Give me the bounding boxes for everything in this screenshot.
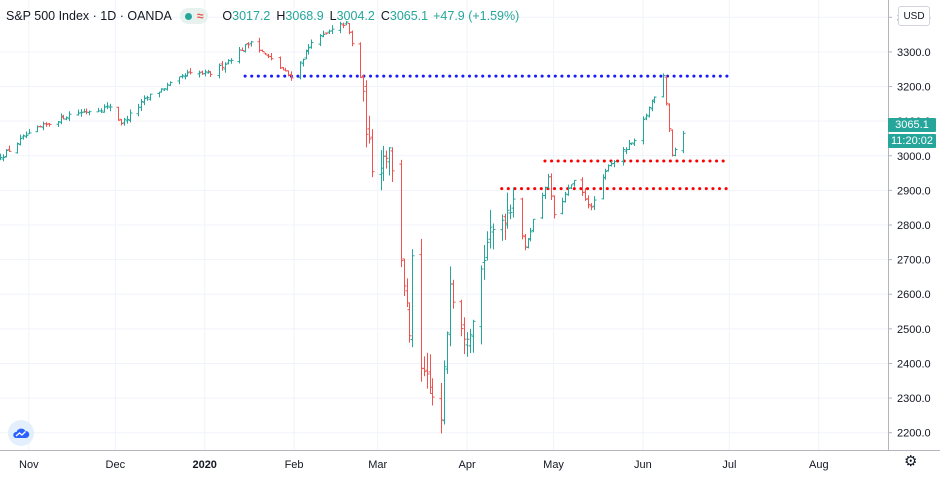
symbol-title[interactable]: S&P 500 Index · 1D · OANDA <box>6 9 172 23</box>
y-tick-label: 3200.0 <box>897 82 931 94</box>
x-tick-label: Jul <box>722 459 736 471</box>
x-tick-label: Jun <box>634 459 652 471</box>
y-tick-label: 2400.0 <box>897 358 931 370</box>
y-tick-label: 2800.0 <box>897 220 931 232</box>
low-value: 3004.2 <box>336 9 375 23</box>
y-tick-label: 3000.0 <box>897 151 931 163</box>
status-dot-icon <box>184 12 192 20</box>
gear-icon[interactable]: ⚙ <box>904 453 918 470</box>
y-tick-label: 3300.0 <box>897 47 931 59</box>
countdown-tag: 11:20:02 <box>888 134 936 149</box>
y-tick-label: 2300.0 <box>897 393 931 405</box>
x-tick-label: Feb <box>285 459 304 471</box>
high-label: H <box>276 9 286 23</box>
y-tick-label: 2500.0 <box>897 324 931 336</box>
low-label: L <box>329 9 337 23</box>
x-tick-label: 2020 <box>192 459 216 471</box>
x-tick-label: Apr <box>459 459 476 471</box>
change-value: +47.9 (+1.59%) <box>433 9 520 23</box>
x-tick-label: May <box>543 459 564 471</box>
market-status-pill[interactable]: ≈ <box>179 8 209 24</box>
y-tick-label: 2200.0 <box>897 428 931 440</box>
wave-icon: ≈ <box>196 9 204 23</box>
close-label: C <box>380 9 390 23</box>
last-price-tag: 3065.1 <box>888 118 936 133</box>
x-tick-label: Aug <box>809 459 829 471</box>
currency-button[interactable]: USD <box>898 6 930 26</box>
y-tick-label: 2700.0 <box>897 255 931 267</box>
y-tick-label: 2600.0 <box>897 289 931 301</box>
open-value: 3017.2 <box>232 9 271 23</box>
x-tick-label: Mar <box>368 459 387 471</box>
high-value: 3068.9 <box>285 9 324 23</box>
y-tick-label: 2900.0 <box>897 185 931 197</box>
open-label: O <box>222 9 233 23</box>
chart-legend: S&P 500 Index · 1D · OANDA ≈ O 3017.2 H … <box>6 8 519 24</box>
x-tick-label: Dec <box>106 459 126 471</box>
close-value: 3065.1 <box>389 9 429 23</box>
x-tick-label: Nov <box>19 459 39 471</box>
tradingview-cloud-icon[interactable] <box>8 420 34 446</box>
